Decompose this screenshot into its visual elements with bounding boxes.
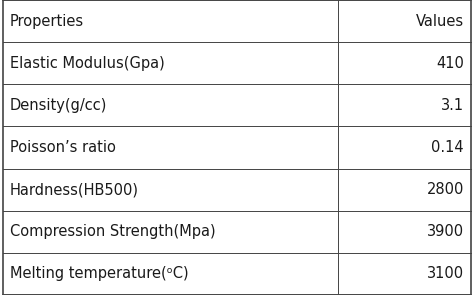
Text: Hardness(HB500): Hardness(HB500) bbox=[10, 182, 139, 197]
Text: 3900: 3900 bbox=[427, 224, 464, 239]
Text: Melting temperature(ᵒC): Melting temperature(ᵒC) bbox=[10, 266, 189, 281]
Text: 2800: 2800 bbox=[427, 182, 464, 197]
Text: 3100: 3100 bbox=[427, 266, 464, 281]
Text: Density(g/cc): Density(g/cc) bbox=[10, 98, 108, 113]
Text: 0.14: 0.14 bbox=[431, 140, 464, 155]
Text: 3.1: 3.1 bbox=[441, 98, 464, 113]
Text: Poisson’s ratio: Poisson’s ratio bbox=[10, 140, 116, 155]
Text: Values: Values bbox=[416, 14, 464, 29]
Text: 410: 410 bbox=[436, 56, 464, 71]
Text: Properties: Properties bbox=[10, 14, 84, 29]
Text: Compression Strength(Mpa): Compression Strength(Mpa) bbox=[10, 224, 216, 239]
Text: Elastic Modulus(Gpa): Elastic Modulus(Gpa) bbox=[10, 56, 165, 71]
